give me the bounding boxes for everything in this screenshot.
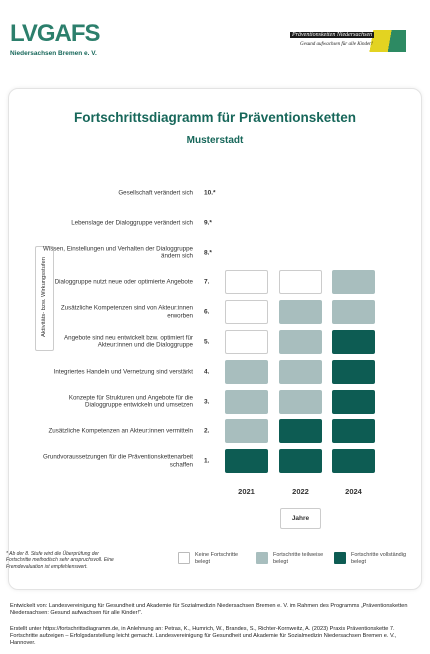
level-number: 2.	[204, 427, 210, 435]
cell	[279, 419, 322, 444]
year-label: 2021	[238, 487, 255, 496]
cell	[225, 330, 268, 354]
level-label: Gesellschaft verändert sich	[118, 189, 193, 197]
level-label: Wissen, Einstellungen und Verhalten der …	[43, 245, 193, 260]
level-label: Dialoggruppe nutzt neue oder optimierte …	[54, 278, 193, 286]
cell	[279, 330, 322, 354]
credit: Erstellt unter https://fortschrittsdiagr…	[10, 626, 397, 646]
title: Fortschrittsdiagramm für Präventionskett…	[73, 110, 357, 125]
cell	[225, 359, 268, 384]
cell	[225, 449, 268, 474]
cell	[332, 359, 375, 384]
level-label: Angebote sind neu entwickelt bzw. optimi…	[64, 334, 193, 349]
level-number: 7.	[204, 278, 210, 286]
level-label: Konzepte für Strukturen und Angebote für…	[68, 394, 193, 409]
legend-swatch	[334, 552, 346, 564]
legend-label: Fortschritte teilweise belegt	[273, 552, 324, 565]
cell	[225, 270, 268, 295]
level-number: 9.*	[204, 219, 212, 227]
level-number: 5.	[204, 338, 210, 346]
level-number: 8.*	[204, 249, 212, 257]
subtitle: Musterstadt	[186, 135, 244, 146]
year-label: 2024	[345, 487, 362, 496]
cell	[332, 449, 375, 474]
legend-label: Fortschritte vollständig belegt	[351, 552, 407, 565]
level-label: Integriertes Handeln und Vernetzung sind…	[53, 368, 193, 376]
years-label: Jahre	[280, 508, 321, 529]
cell	[225, 419, 268, 444]
legend-swatch	[178, 552, 190, 564]
cell	[332, 300, 375, 325]
year-label: 2022	[292, 487, 309, 496]
cell	[225, 300, 268, 325]
level-label: Zusätzliche Kompetenzen sind von Akteur:…	[60, 304, 193, 320]
level-number: 6.	[204, 308, 210, 316]
cell	[279, 389, 322, 414]
credit: Entwickelt von: Landesvereinigung für Ge…	[10, 603, 408, 616]
level-number: 3.	[204, 398, 210, 406]
cell	[332, 389, 375, 414]
cell	[332, 419, 375, 444]
axis-label-box	[35, 246, 54, 351]
level-label: Zusätzliche Kompetenzen an Akteur:innen …	[48, 427, 193, 435]
logo-right-sub: Gesund aufwachsen für alle Kinder!	[300, 42, 373, 47]
level-number: 4.	[204, 368, 210, 376]
logo-left: LVGAFS	[10, 20, 101, 47]
logo-right: Präventionsketten Niedersachsen	[290, 32, 375, 38]
axis-label: Aktivitäts- bzw. Wirkungsstufen	[41, 257, 47, 337]
card	[8, 88, 422, 590]
cell	[332, 330, 375, 354]
cell	[279, 270, 322, 295]
cell	[225, 389, 268, 414]
logo-left-sub: Niedersachsen Bremen e. V.	[10, 50, 97, 57]
level-label: Lebenslage der Dialoggruppe verändert si…	[71, 219, 193, 227]
cell	[279, 359, 322, 384]
legend-swatch	[256, 552, 268, 564]
footnote: * Ab der 8. Stufe wird die Überprüfung d…	[6, 551, 114, 570]
cell	[279, 449, 322, 474]
level-label: Grundvoraussetzungen für die Präventions…	[43, 453, 193, 469]
legend-label: Keine Fortschritte belegt	[195, 552, 239, 565]
cell	[279, 300, 322, 325]
level-number: 1.	[204, 457, 210, 465]
cell	[332, 270, 375, 295]
level-number: 10.*	[204, 189, 216, 197]
